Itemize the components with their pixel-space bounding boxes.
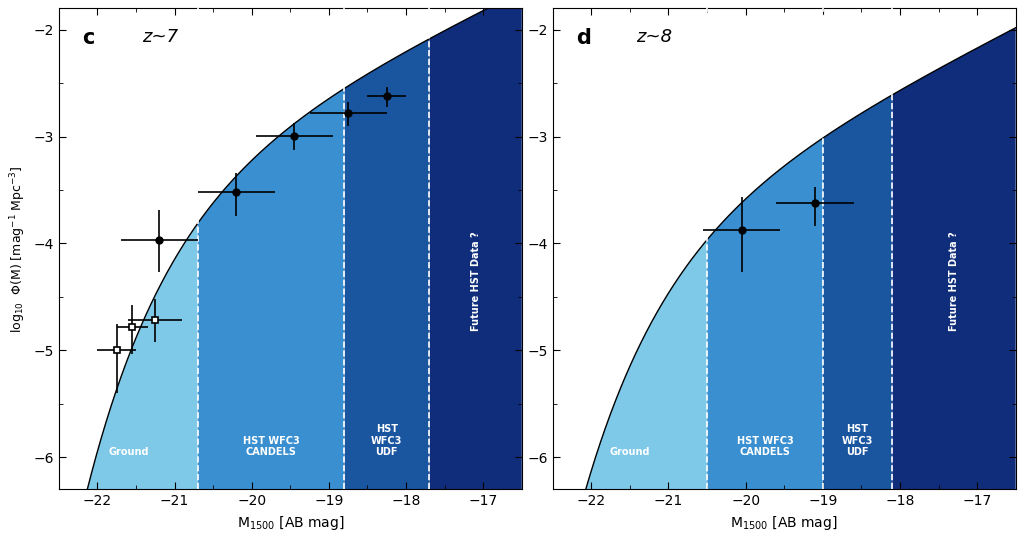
Text: Future HST Data ?: Future HST Data ? [470,231,480,330]
Text: HST
WFC3
UDF: HST WFC3 UDF [842,424,873,457]
Text: HST WFC3
CANDELS: HST WFC3 CANDELS [736,436,794,457]
Polygon shape [892,28,1016,489]
Polygon shape [344,39,429,489]
Text: z~8: z~8 [636,28,672,45]
X-axis label: M$_{1500}$ [AB mag]: M$_{1500}$ [AB mag] [730,514,838,532]
Text: Ground: Ground [109,447,148,457]
Y-axis label: log$_{10}$  $\Phi$(M) [mag$^{-1}$ Mpc$^{-3}$]: log$_{10}$ $\Phi$(M) [mag$^{-1}$ Mpc$^{-… [8,165,28,333]
Polygon shape [708,138,822,489]
Text: d: d [575,28,591,48]
Polygon shape [429,8,522,489]
Polygon shape [198,89,344,489]
Text: c: c [82,28,94,48]
X-axis label: M$_{1500}$ [AB mag]: M$_{1500}$ [AB mag] [237,514,344,532]
Polygon shape [553,240,707,489]
Text: Future HST Data ?: Future HST Data ? [949,231,958,330]
Text: z~7: z~7 [142,28,178,45]
Text: HST WFC3
CANDELS: HST WFC3 CANDELS [243,436,299,457]
Text: HST
WFC3
UDF: HST WFC3 UDF [371,424,402,457]
Polygon shape [58,224,198,489]
Text: Ground: Ground [609,447,650,457]
Polygon shape [823,95,892,489]
